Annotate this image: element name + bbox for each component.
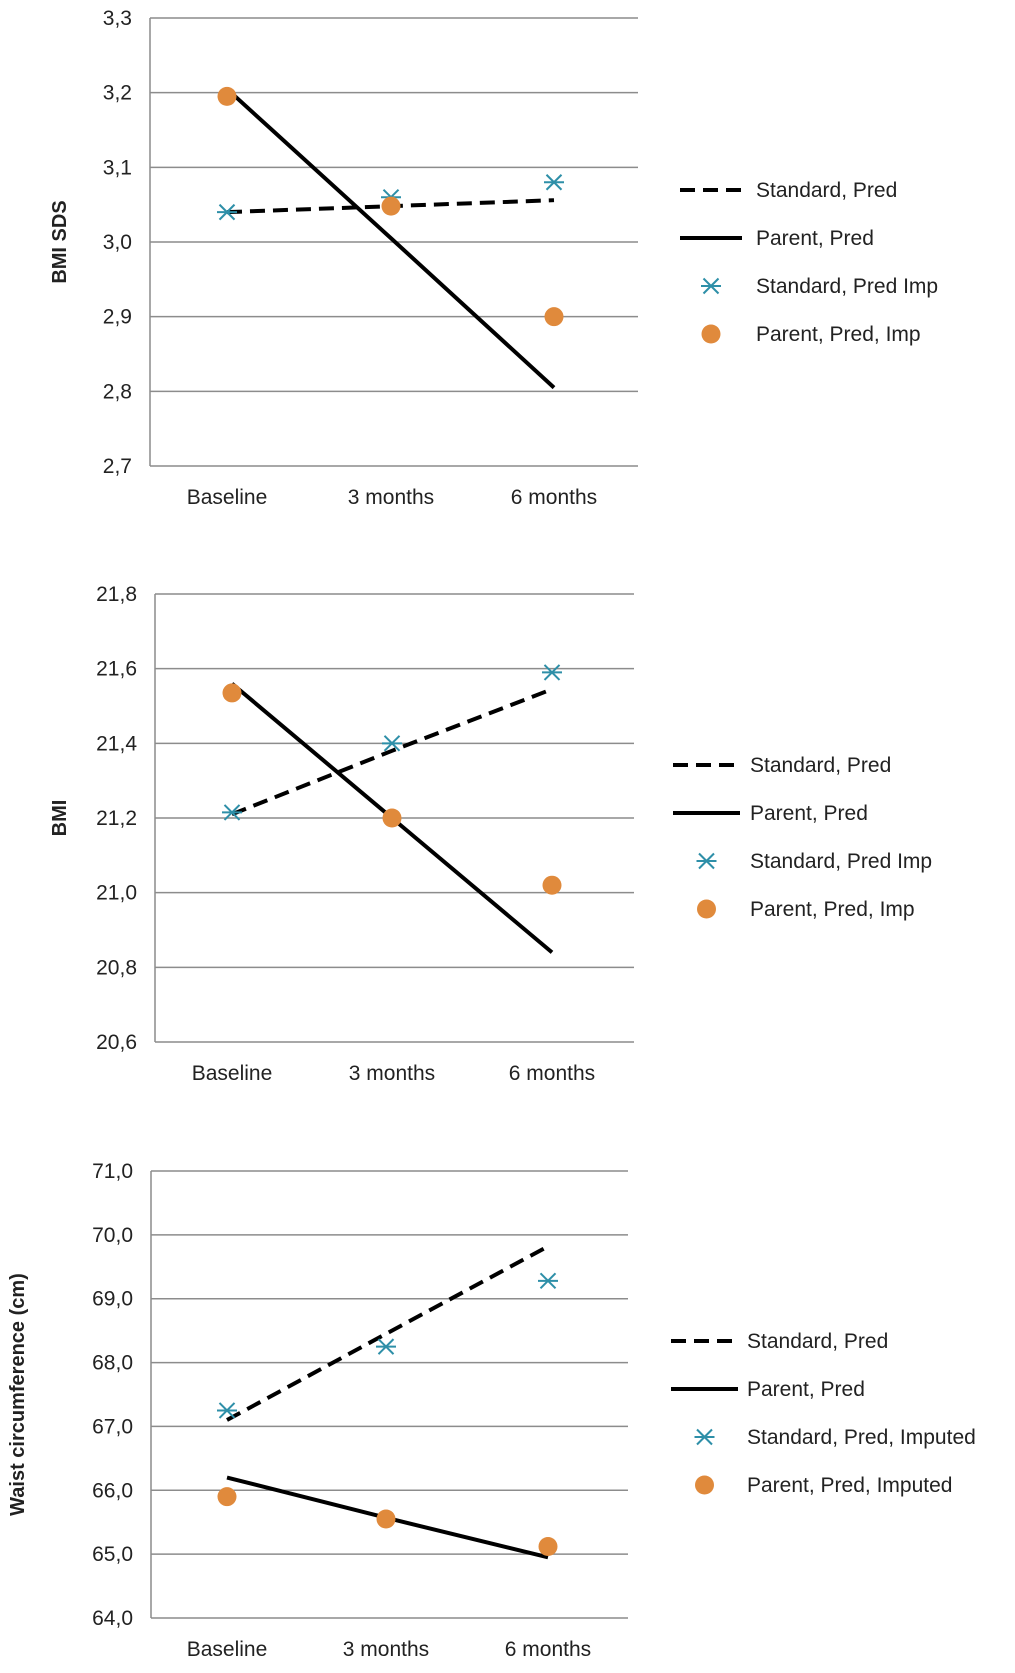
- data-point-standard-imputed: [217, 1402, 237, 1419]
- legend-label: Standard, Pred: [756, 179, 897, 202]
- series-line-standard-pred: [226, 1244, 549, 1422]
- data-point-parent-imputed: [544, 307, 564, 327]
- x-tick-label: 3 months: [348, 486, 434, 509]
- legend-label: Standard, Pred Imp: [756, 275, 938, 298]
- series-line-parent-pred: [225, 87, 556, 390]
- legend-label: Standard, Pred Imp: [750, 850, 932, 873]
- legend-label: Parent, Pred, Imp: [750, 898, 915, 921]
- y-tick-label: 3,2: [103, 82, 132, 105]
- data-point-standard-imputed: [222, 804, 242, 821]
- y-tick-label: 64,0: [92, 1607, 133, 1630]
- legend-swatch-asterisk: [696, 852, 717, 870]
- legend-swatch-circle: [701, 324, 721, 344]
- y-tick-label: 66,0: [92, 1479, 133, 1502]
- y-tick-label: 3,1: [103, 156, 132, 179]
- x-tick-label: 3 months: [349, 1062, 435, 1085]
- y-tick-label: 68,0: [92, 1352, 133, 1375]
- data-point-parent-imputed: [382, 808, 402, 828]
- y-axis-title: BMI: [49, 800, 71, 837]
- legend-swatch-circle: [697, 899, 716, 919]
- legend: Standard, Pred Parent, Pred Standard, Pred…: [680, 179, 938, 346]
- y-tick-label: 21,2: [96, 807, 137, 830]
- y-tick-label: 20,8: [96, 956, 137, 979]
- x-tick-label: 3 months: [343, 1638, 429, 1661]
- x-tick-label: Baseline: [187, 486, 268, 509]
- data-point-parent-imputed: [538, 1536, 558, 1556]
- series-line-standard-pred: [231, 687, 553, 817]
- legend-swatch-asterisk: [701, 277, 721, 295]
- legend-label: Parent, Pred: [756, 227, 874, 250]
- data-point-parent-imputed: [217, 1487, 237, 1507]
- x-tick-label: 6 months: [511, 486, 597, 509]
- legend-label: Standard, Pred, Imputed: [747, 1426, 976, 1449]
- y-axis-title: BMI SDS: [49, 200, 71, 283]
- data-point-standard-imputed: [217, 203, 237, 221]
- y-tick-label: 65,0: [92, 1543, 133, 1566]
- y-tick-label: 70,0: [92, 1224, 133, 1247]
- y-tick-label: 67,0: [92, 1415, 133, 1438]
- data-point-standard-imputed: [538, 1272, 558, 1290]
- data-point-standard-imputed: [376, 1338, 396, 1355]
- x-tick-label: Baseline: [187, 1638, 268, 1661]
- legend: Standard, Pred Parent, Pred Standard, Pred…: [673, 754, 932, 921]
- legend-label: Parent, Pred, Imputed: [747, 1474, 952, 1497]
- data-point-parent-imputed: [542, 875, 562, 895]
- data-point-standard-imputed: [382, 735, 402, 752]
- data-point-standard-imputed: [542, 664, 562, 681]
- legend: Standard, Pred Parent, Pred Standard, Pred…: [671, 1330, 976, 1497]
- y-tick-label: 2,8: [103, 380, 132, 403]
- y-tick-label: 20,6: [96, 1031, 137, 1054]
- y-tick-label: 21,8: [96, 583, 137, 606]
- legend-label: Parent, Pred: [747, 1378, 865, 1401]
- x-tick-label: 6 months: [505, 1638, 591, 1661]
- data-point-parent-imputed: [222, 683, 242, 703]
- y-tick-label: 21,6: [96, 658, 137, 681]
- chart-panel-2: 20,6 20,8 21,0 21,2 21,4 21,6 21,8 Baseline 3 mo…: [49, 583, 932, 1085]
- y-tick-label: 3,0: [103, 231, 132, 254]
- x-tick-label: 6 months: [509, 1062, 595, 1085]
- y-tick-label: 2,9: [103, 306, 132, 329]
- data-point-standard-imputed: [544, 174, 564, 191]
- y-tick-label: 21,0: [96, 882, 137, 905]
- data-point-parent-imputed: [217, 86, 237, 106]
- legend-label: Standard, Pred: [747, 1330, 888, 1353]
- legend-swatch-asterisk: [694, 1428, 715, 1446]
- legend-label: Parent, Pred: [750, 802, 868, 825]
- y-tick-label: 71,0: [92, 1160, 133, 1183]
- y-axis-title: Waist circumference (cm): [7, 1273, 29, 1516]
- chart-panel-1: 2,7 2,8 2,9 3,0 3,1 3,2 3,3 Baseline 3 months 6 m…: [49, 7, 938, 509]
- data-point-parent-imputed: [381, 196, 401, 216]
- y-tick-label: 21,4: [96, 732, 137, 755]
- chart-panel-3: 64,0 65,0 66,0 67,0 68,0 69,0 70,0 71,0 Baseline…: [7, 1160, 976, 1661]
- legend-label: Standard, Pred: [750, 754, 891, 777]
- data-point-parent-imputed: [376, 1509, 396, 1529]
- y-tick-label: 3,3: [103, 7, 132, 30]
- x-tick-label: Baseline: [192, 1062, 273, 1085]
- y-tick-label: 69,0: [92, 1288, 133, 1311]
- legend-label: Parent, Pred, Imp: [756, 323, 921, 346]
- legend-swatch-circle: [695, 1475, 714, 1495]
- y-tick-label: 2,7: [103, 455, 132, 478]
